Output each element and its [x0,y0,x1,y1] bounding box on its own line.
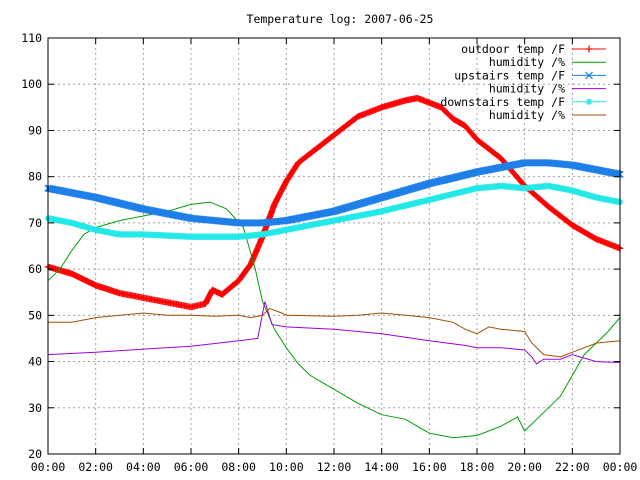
legend-marker [585,98,593,106]
y-tick-label: 110 [21,31,42,45]
x-tick-label: 14:00 [364,460,399,474]
x-tick-label: 06:00 [174,460,209,474]
y-tick-label: 20 [28,447,42,461]
axis-ticks: 00:00 02:00 04:00 06:00 08:00 10:00 12:00 14:00… [21,31,637,474]
series-line [47,301,621,365]
series-line [47,201,621,439]
y-tick-label: 80 [28,170,42,184]
x-tick-label: 00:00 [31,460,66,474]
y-tick-label: 30 [28,401,42,415]
series-1 [47,201,621,439]
y-tick-label: 40 [28,355,42,369]
x-tick-label: 16:00 [412,460,447,474]
grid [48,38,620,454]
y-tick-label: 90 [28,123,42,137]
legend-marker [585,45,593,53]
x-tick-label: 10:00 [269,460,304,474]
series-lines [44,94,624,439]
legend-label: downstairs temp /F [440,95,565,109]
y-tick-label: 70 [28,216,42,230]
x-tick-label: 04:00 [126,460,161,474]
x-tick-label: 02:00 [78,460,113,474]
x-tick-label: 22:00 [555,460,590,474]
y-tick-label: 50 [28,308,42,322]
legend-marker [585,71,593,80]
y-tick-label: 60 [28,262,42,276]
series-5 [48,307,621,358]
x-tick-label: 20:00 [507,460,542,474]
x-tick-label: 12:00 [317,460,352,474]
legend-label: humidity /% [489,55,565,69]
legend-label: upstairs temp /F [454,68,565,82]
legend-label: humidity /% [489,108,565,122]
x-tick-label: 00:00 [603,460,638,474]
legend-label: outdoor temp /F [461,42,565,56]
chart-title: Temperature log: 2007-06-25 [247,12,434,26]
y-tick-label: 100 [21,77,42,91]
x-tick-label: 08:00 [221,460,256,474]
x-tick-label: 18:00 [460,460,495,474]
series-line [48,307,621,358]
series-3 [47,301,621,365]
legend-label: humidity /% [489,82,565,96]
